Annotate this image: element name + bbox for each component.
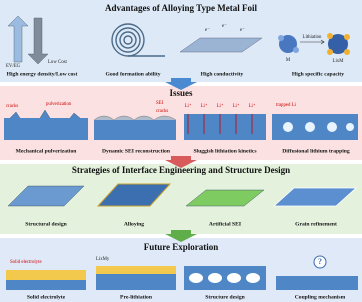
caption: Solid electrolyte: [27, 294, 66, 300]
caption: Structural design: [25, 221, 67, 227]
caption: Sluggish lithiation kinetics: [193, 148, 257, 154]
label: e⁻: [222, 24, 227, 29]
label: cracks: [156, 109, 168, 114]
caption: Dynamic SEI reconstruction: [102, 148, 171, 154]
label: SEI: [156, 101, 164, 106]
panel: [184, 114, 266, 140]
caption: Artificial SEI: [209, 221, 241, 227]
caption: Diffusional lithium trapping: [282, 148, 350, 154]
icon-glyph: ?: [318, 257, 322, 266]
caption: High energy density/Low cost: [7, 71, 78, 77]
section-title: Future Exploration: [144, 242, 219, 252]
caption: Coupling mechanism: [295, 294, 346, 300]
caption: Good formation ability: [105, 71, 160, 77]
label: trapped Li: [276, 103, 297, 108]
section-title: Advantages of Alloying Type Metal Foil: [105, 3, 257, 13]
section-title: Strategies of Interface Engineering and …: [72, 165, 290, 175]
label: cracks: [6, 104, 18, 109]
panel: [276, 276, 358, 290]
electrolyte-layer: [6, 270, 86, 280]
label: LixMy: [96, 257, 110, 262]
caption: Pre-lithiation: [120, 294, 153, 300]
caption: Grain refinement: [295, 221, 337, 227]
section-title: Issues: [169, 88, 193, 98]
label: Li⁺: [185, 103, 192, 109]
caption: Alloying: [124, 221, 144, 227]
caption: Mechanical pulverization: [16, 148, 78, 154]
label: Li⁺: [201, 103, 208, 109]
caption: Structure design: [205, 294, 245, 300]
prelithiation-layer: [96, 266, 176, 274]
label: Solid electrolyte: [10, 260, 42, 265]
caption: High specific capacity: [292, 71, 344, 77]
label: e⁻: [205, 28, 210, 33]
panel: [4, 118, 88, 140]
label: Li⁺: [217, 103, 224, 109]
label: Li⁺: [233, 103, 240, 109]
label: e⁻: [240, 28, 245, 33]
figure: Advantages of Alloying Type Metal Foil E…: [0, 0, 362, 302]
label: Li⁺: [249, 103, 256, 109]
caption: High conductivity: [201, 71, 244, 77]
label: Low Cost: [48, 60, 67, 65]
label: LixM: [333, 59, 345, 64]
panel: [94, 120, 176, 140]
panel: [96, 274, 176, 290]
label: EV/EG: [6, 64, 21, 69]
label: Lithiation: [303, 35, 323, 40]
label: M: [286, 58, 291, 63]
panel: [6, 280, 86, 290]
label: pulverization: [46, 102, 72, 107]
